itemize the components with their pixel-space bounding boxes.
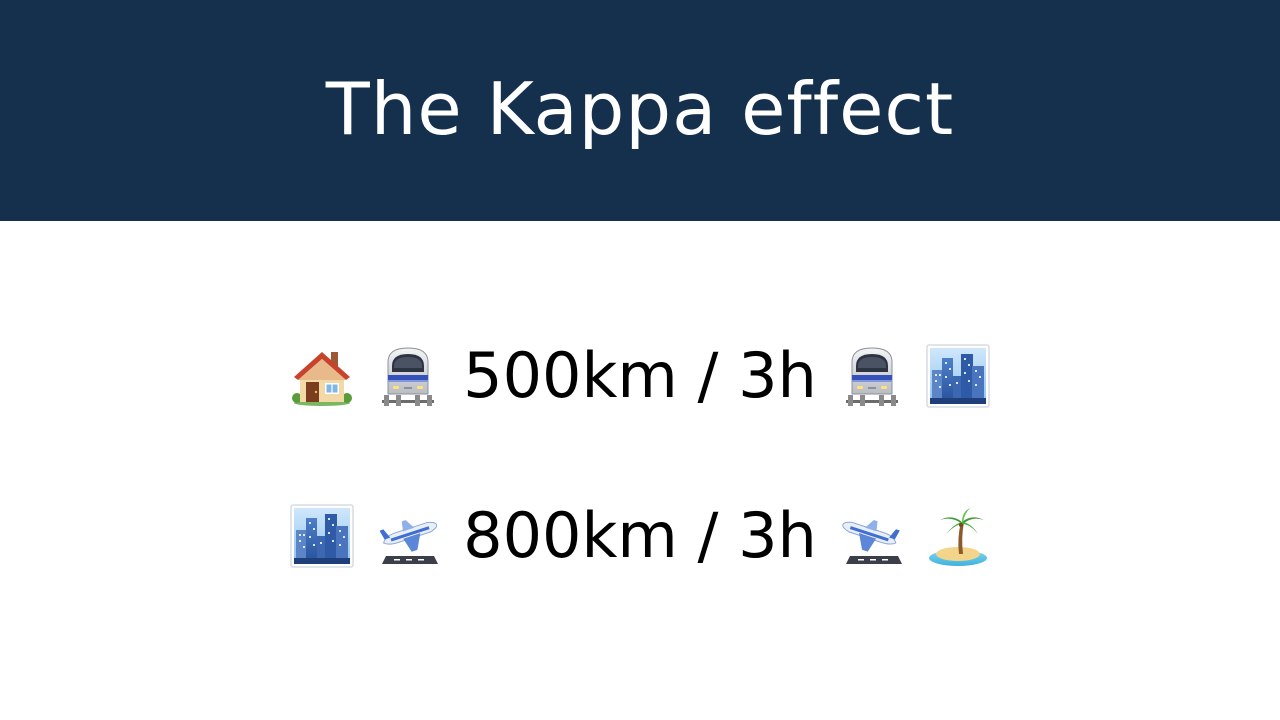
flight-trip-label: 800km / 3h (463, 499, 817, 572)
slide-title: The Kappa effect (325, 66, 955, 151)
airplane-departure-icon (376, 504, 440, 568)
flight-trip-row: 800km / 3h (0, 496, 1280, 576)
train-trip-row: 500km / 3h (0, 336, 1280, 416)
house-icon (290, 344, 354, 408)
cityscape-icon (290, 504, 354, 568)
island-icon (926, 504, 990, 568)
train-trip-label: 500km / 3h (463, 339, 817, 412)
cityscape-icon (926, 344, 990, 408)
airplane-arrival-icon (840, 504, 904, 568)
train-icon (840, 344, 904, 408)
train-icon (376, 344, 440, 408)
slide-header: The Kappa effect (0, 0, 1280, 221)
